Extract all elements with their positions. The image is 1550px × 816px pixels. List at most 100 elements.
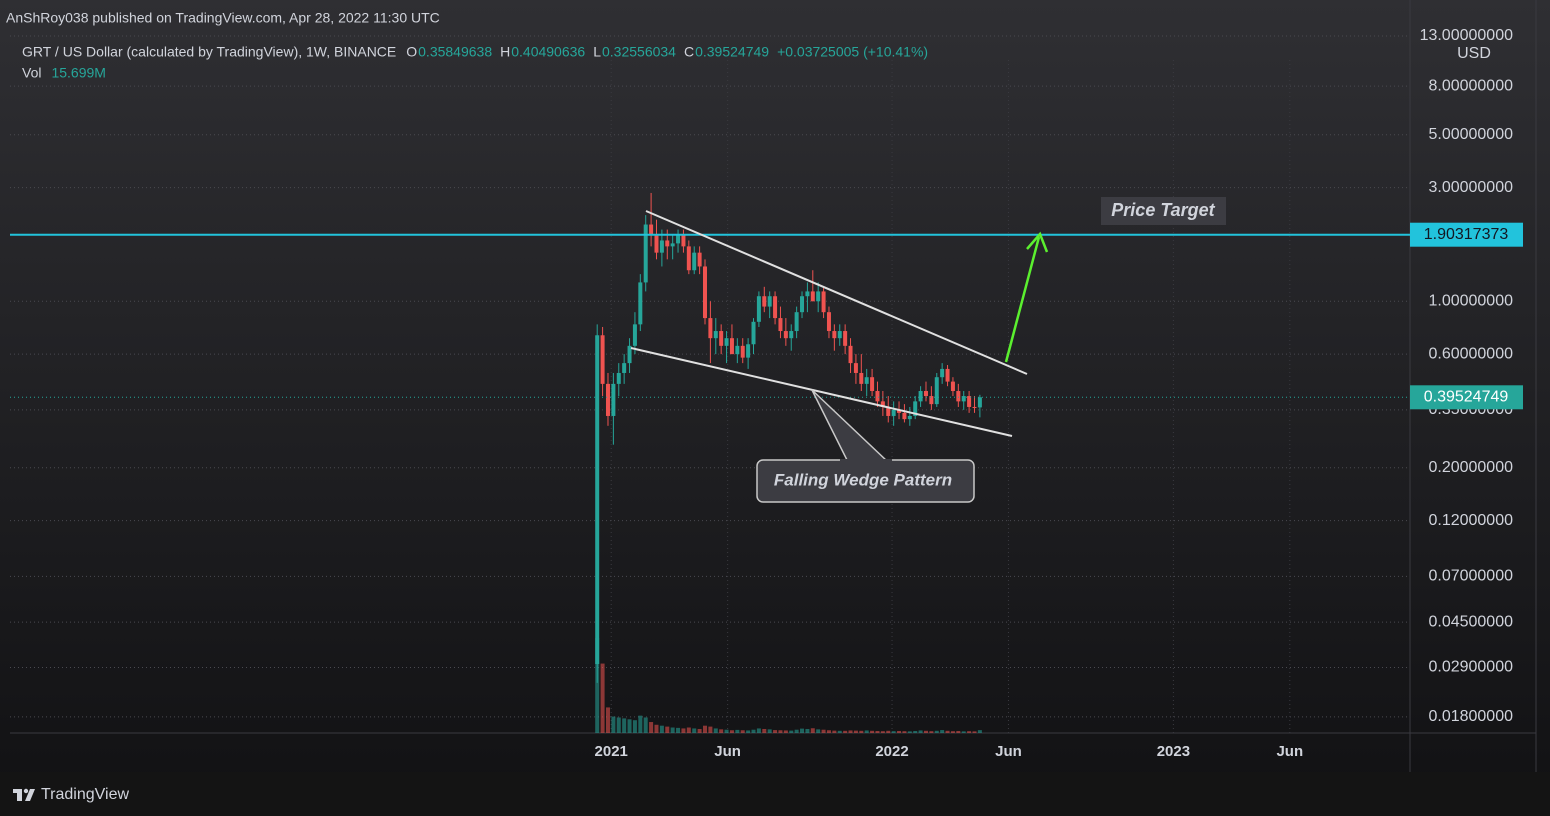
y-tick-label: 5.00000000	[1428, 126, 1513, 143]
candle-body	[778, 318, 783, 332]
wedge-upper-line	[645, 210, 1028, 375]
volume-bar	[703, 725, 707, 733]
y-tick-label: 0.04500000	[1428, 613, 1513, 630]
volume-bar	[972, 731, 977, 733]
volume-bar	[891, 731, 896, 733]
change-value: +0.03725005 (+10.41%)	[777, 44, 928, 60]
currency: USD	[1457, 45, 1491, 62]
high-value: 0.40490636	[511, 44, 585, 60]
candle-body	[961, 396, 966, 402]
volume-bar	[902, 731, 907, 733]
volume-bar	[945, 730, 950, 733]
volume-bar	[649, 722, 654, 733]
candle-body	[816, 291, 821, 302]
candle-body	[929, 396, 934, 405]
volume-bar	[783, 730, 788, 733]
volume-bar	[918, 730, 923, 733]
volume-bar	[773, 730, 778, 733]
symbol: GRT / US Dollar (calculated by TradingVi…	[22, 44, 396, 60]
candle-body	[794, 312, 799, 332]
volume-bar	[659, 725, 664, 733]
x-tick-label: Jun	[995, 743, 1022, 760]
volume-bar	[762, 728, 767, 733]
target-value: 1.90317373	[1424, 226, 1509, 243]
l-label: L	[593, 44, 601, 60]
low-value: 0.32556034	[602, 44, 676, 60]
candle-body	[977, 397, 982, 408]
candle-body	[886, 406, 891, 416]
volume-bar	[848, 730, 853, 733]
candle-body	[611, 383, 616, 416]
candle-body	[622, 363, 627, 373]
candle-body	[708, 318, 713, 339]
volume-bar	[595, 638, 600, 733]
volume-bar	[821, 729, 826, 733]
candle-body	[913, 401, 918, 416]
volume-bar	[907, 731, 912, 733]
volume-bar	[632, 720, 637, 733]
volume-bar	[708, 726, 713, 733]
price-axis: 13.00000000 8.00000000 5.00000000 3.0000000…	[1410, 27, 1523, 725]
candle-body	[676, 234, 681, 244]
candle-body	[967, 396, 972, 407]
volume-bar	[789, 730, 794, 733]
candle-body	[681, 234, 686, 247]
volume-bar	[897, 730, 902, 733]
y-tick-label: 0.01800000	[1428, 708, 1513, 725]
last-price-badge	[1410, 385, 1523, 410]
candle-body	[762, 296, 767, 307]
volume-bar	[843, 730, 848, 733]
volume-bar	[977, 730, 982, 733]
volume-bar	[616, 717, 621, 733]
y-tick-label: 0.60000000	[1428, 345, 1513, 362]
candle-body	[686, 246, 691, 271]
volume-bar	[713, 728, 718, 733]
brand: TradingView	[41, 786, 129, 803]
volume-bar	[697, 728, 702, 733]
x-tick-label: Jun	[1276, 743, 1303, 760]
volume-bar	[643, 717, 648, 733]
drawings: Price Target Falling Wedge Pattern	[630, 197, 1226, 503]
h-label: H	[500, 44, 510, 60]
candle-body	[729, 338, 734, 355]
volume-bar	[805, 728, 810, 733]
candle-body	[740, 345, 745, 358]
volume-bar	[886, 730, 891, 733]
logo-part	[25, 789, 35, 801]
candle-body	[897, 409, 902, 413]
vol-value: 15.699M	[51, 65, 105, 81]
candle-body	[950, 381, 955, 392]
volume-bar	[794, 729, 799, 733]
candle-body	[918, 391, 923, 402]
volume	[595, 638, 982, 733]
publisher: AnShRoy038 published on TradingView.com,…	[6, 10, 440, 26]
candle-body	[670, 243, 675, 247]
y-tick-label: 3.00000000	[1428, 179, 1513, 196]
volume-bar	[611, 716, 616, 733]
candle-body	[875, 391, 880, 402]
candle-body	[956, 391, 961, 402]
candle-body	[649, 224, 654, 235]
candle-body	[713, 331, 718, 339]
wedge-lower-line	[630, 347, 1013, 437]
volume-bar	[740, 730, 745, 733]
volume-bar	[853, 730, 858, 733]
candle-body	[654, 234, 659, 253]
candle-body	[891, 409, 896, 416]
candle-body	[735, 345, 740, 355]
candle-body	[972, 406, 977, 408]
volume-bar	[729, 730, 734, 733]
volume-bar	[940, 730, 945, 733]
y-tick-label: 0.20000000	[1428, 459, 1513, 476]
pattern-label: Falling Wedge Pattern	[774, 470, 952, 489]
volume-bar	[600, 663, 605, 733]
x-tick-label: 2022	[875, 743, 908, 760]
target-arrow-head	[1026, 231, 1049, 253]
candle-body	[751, 321, 756, 345]
x-tick-label: 2021	[595, 743, 628, 760]
x-tick-label: Jun	[714, 743, 741, 760]
candle-body	[600, 335, 605, 384]
candle-body	[697, 252, 702, 267]
volume-bar	[605, 707, 610, 733]
